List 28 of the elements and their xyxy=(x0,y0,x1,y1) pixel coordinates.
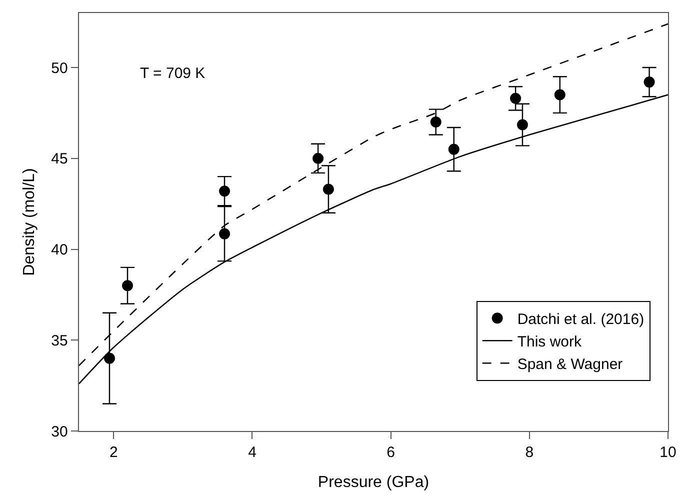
y-tick-label: 30 xyxy=(51,423,68,440)
y-tick-label: 35 xyxy=(51,332,68,350)
legend-label: This work xyxy=(517,333,582,350)
legend-label: Datchi et al. (2016) xyxy=(517,310,644,328)
point xyxy=(122,280,134,292)
point xyxy=(516,119,528,130)
point xyxy=(644,76,655,88)
x-tick-label: 2 xyxy=(109,444,118,462)
y-axis-title: Density (mol/L) xyxy=(21,168,38,276)
y-tick-label: 50 xyxy=(51,60,68,77)
point xyxy=(104,352,115,364)
x-tick-label: 8 xyxy=(525,444,534,462)
x-tick-label: 4 xyxy=(248,444,256,462)
y-tick-label: 40 xyxy=(51,242,68,259)
point xyxy=(554,89,566,100)
point xyxy=(312,152,324,164)
point xyxy=(448,144,460,155)
annotation: T = 709 K xyxy=(140,65,206,82)
legend-label: Span & Wagner xyxy=(517,356,623,373)
x-axis-title: Pressure (GPa) xyxy=(318,474,430,491)
point xyxy=(219,228,230,240)
point xyxy=(322,184,334,195)
point xyxy=(430,116,442,128)
x-tick-label: 6 xyxy=(386,444,395,462)
point xyxy=(510,92,522,104)
point xyxy=(219,186,230,197)
y-tick-label: 45 xyxy=(51,150,68,168)
x-tick-label: 10 xyxy=(660,444,676,462)
